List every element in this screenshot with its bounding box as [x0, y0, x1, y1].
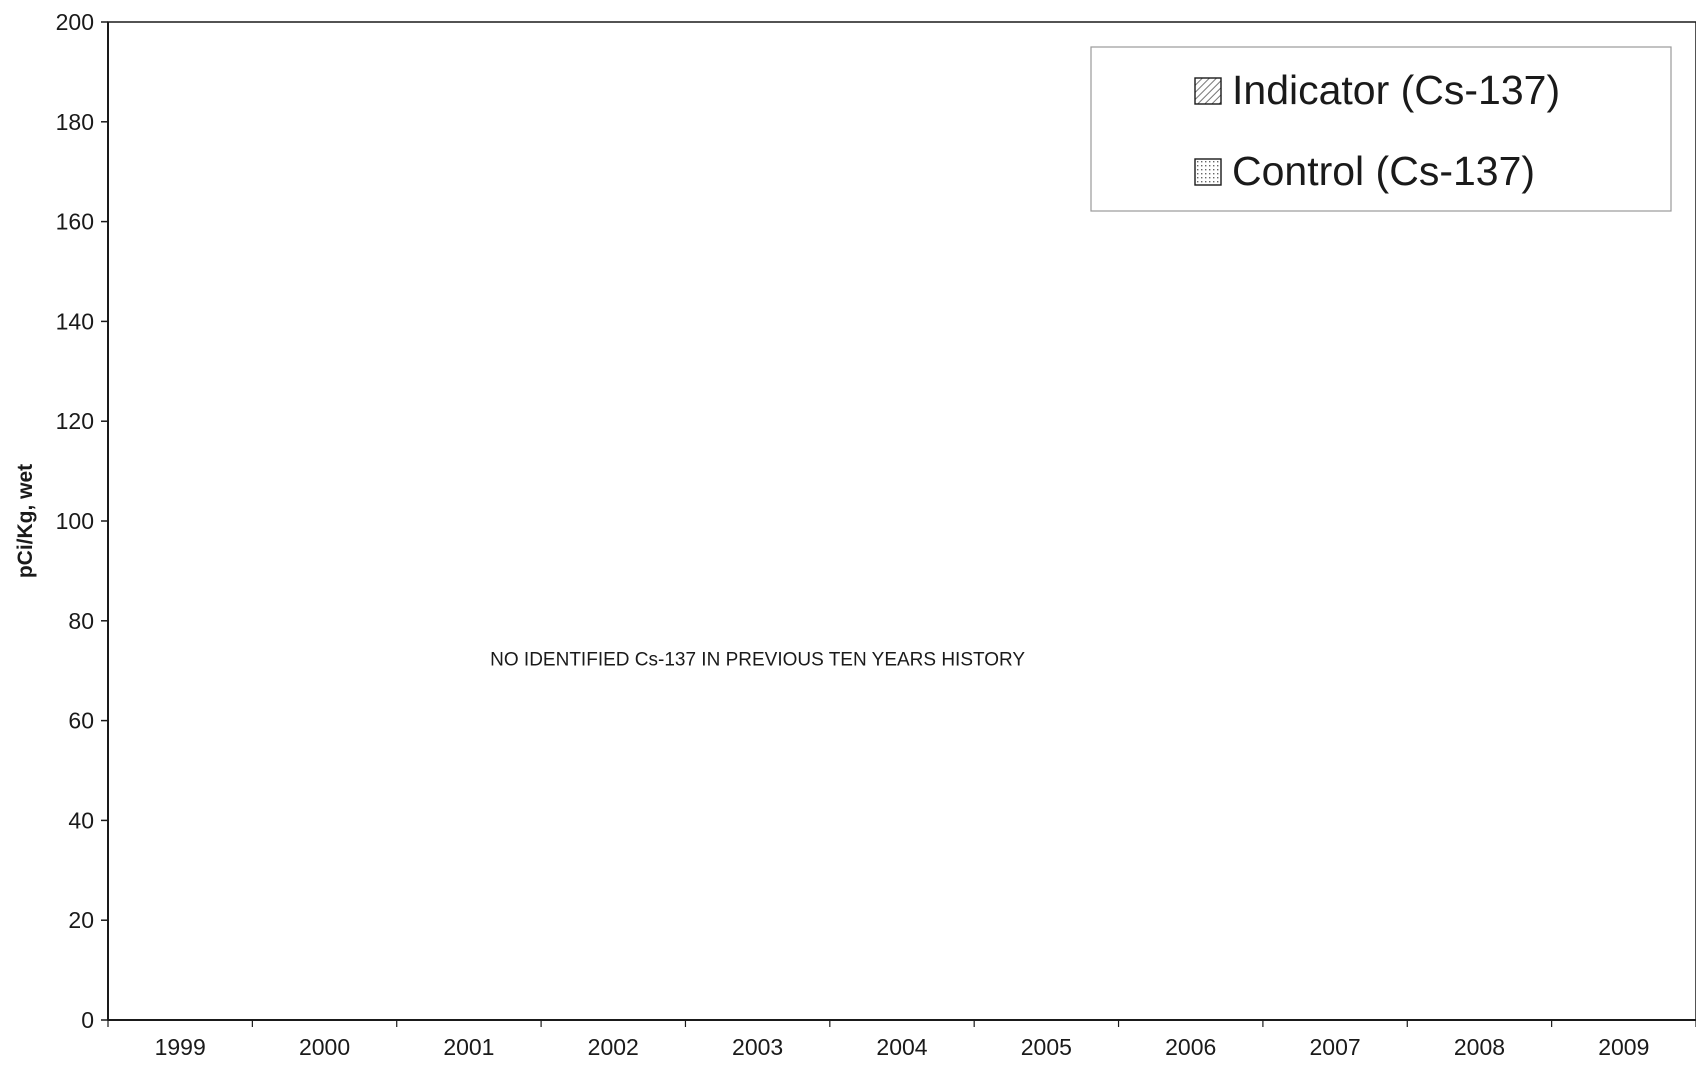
x-tick-label: 2007	[1310, 1034, 1361, 1060]
x-tick-label: 2009	[1598, 1034, 1649, 1060]
x-tick-label: 2003	[732, 1034, 783, 1060]
legend-swatch-indicator	[1195, 78, 1221, 104]
y-axis-ticks: 0 20 40 60 80 100 120 140 160 180 200	[56, 9, 108, 1033]
y-tick-label: 200	[56, 9, 94, 35]
x-tick-label: 2000	[299, 1034, 350, 1060]
x-tick-label: 2004	[876, 1034, 927, 1060]
x-tick-label: 2001	[443, 1034, 494, 1060]
x-tick-label: 2005	[1021, 1034, 1072, 1060]
y-axis-label: pCi/Kg, wet	[14, 464, 37, 578]
y-tick-label: 60	[68, 708, 94, 734]
legend-swatch-control	[1195, 159, 1221, 185]
legend-label-indicator: Indicator (Cs-137)	[1232, 67, 1560, 113]
x-tick-label: 2008	[1454, 1034, 1505, 1060]
y-tick-label: 80	[68, 608, 94, 634]
y-tick-label: 180	[56, 109, 94, 135]
legend-label-control: Control (Cs-137)	[1232, 148, 1535, 194]
x-tick-label: 1999	[155, 1034, 206, 1060]
y-tick-label: 100	[56, 508, 94, 534]
y-tick-label: 140	[56, 308, 94, 334]
x-axis-ticks: 1999 2000 2001 2002 2003 2004 2005 2006 2007 2008…	[108, 1020, 1696, 1060]
x-tick-label: 2002	[588, 1034, 639, 1060]
y-tick-label: 160	[56, 209, 94, 235]
y-tick-label: 20	[68, 907, 94, 933]
x-tick-label: 2006	[1165, 1034, 1216, 1060]
y-tick-label: 40	[68, 807, 94, 833]
legend: Indicator (Cs-137) Control (Cs-137)	[1091, 47, 1671, 211]
y-tick-label: 120	[56, 408, 94, 434]
y-tick-label: 0	[81, 1007, 94, 1033]
annotation-note: NO IDENTIFIED Cs-137 IN PREVIOUS TEN YEA…	[490, 650, 1025, 671]
